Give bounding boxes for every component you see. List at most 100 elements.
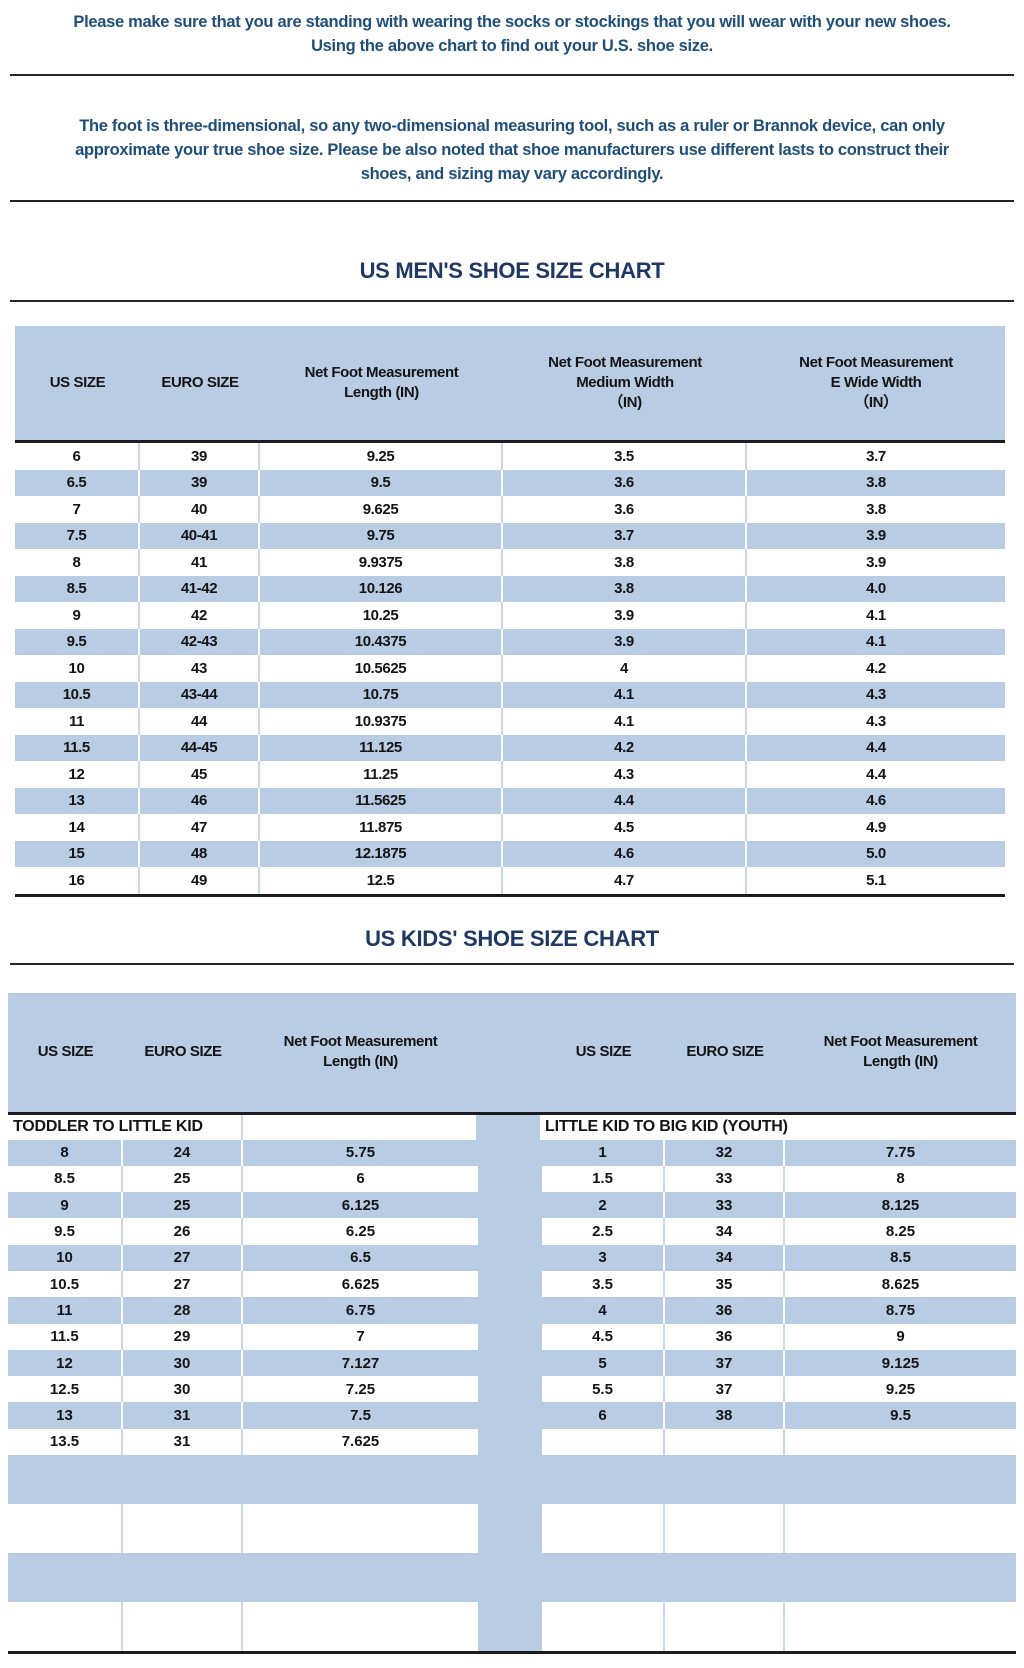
mens-table-cell: 7 [15,496,140,523]
mens-table-cell: 6 [15,443,140,470]
kids-table-cell: 31 [123,1428,243,1456]
table-gap-column [478,1428,542,1456]
table-gap-column [478,1244,542,1271]
kids-table-cell: 5 [542,1349,665,1377]
mens-table-row: 11.5 44-45 11.125 4.2 4.4 [15,734,1005,761]
mens-table-cell: 11.25 [260,761,503,788]
table-gap-column [478,1376,542,1403]
divider-rule [10,200,1014,202]
empty-cell [665,1504,785,1554]
mens-table-cell: 3.6 [503,496,747,523]
kids-table-cell: 34 [665,1244,785,1271]
kids-table-cell: 9.5 [890,1407,911,1425]
kids-table-cell: 38 [665,1402,785,1429]
table-gap-column [478,1402,542,1429]
kids-table-cell: 6.125 [341,1196,380,1214]
mens-table-cell: 5.0 [866,845,886,863]
mens-table-cell: 40-41 [140,522,260,549]
empty-row [8,1553,1016,1603]
mens-table-cell: 4.1 [503,708,747,735]
mens-table-cell: 3.9 [866,553,886,571]
mens-table-row: 14 47 11.875 4.5 4.9 [15,814,1005,841]
mens-table-cell: 39 [140,469,260,496]
mens-table-cell: 3.9 [503,602,747,629]
mens-table-cell: 47 [140,814,260,841]
empty-cell [542,1504,665,1554]
kids-table-header: US SIZE EURO SIZE Net Foot Measurement L… [8,992,1016,1112]
mens-table-row: 10.5 43-44 10.75 4.1 4.3 [15,681,1005,708]
mens-table-cell: 3.9 [503,628,747,655]
mens-table-cell: 9.75 [260,522,503,549]
mens-table-cell: 11.5625 [260,787,503,814]
mens-table-cell: 16 [15,867,140,894]
mens-table-cell: 10 [15,655,140,682]
kids-table-cell: 25 [123,1192,243,1219]
mens-table-cell: 9.25 [260,443,503,470]
kids-table-cell: 5.5 [542,1376,665,1403]
empty-cell [785,1602,1016,1651]
mens-table-cell: 40 [140,496,260,523]
mens-table-cell: 12.1875 [260,840,503,867]
mens-table-cell: 3.6 [503,469,747,496]
kids-table-cell: 34 [665,1218,785,1245]
section-label-youth: LITTLE KID TO BIG KID (YOUTH) [545,1118,788,1135]
kids-table-row: 13 31 7.5 6 38 9.5 [8,1402,1016,1429]
kids-table-cell: 2 [542,1192,665,1219]
mens-table-cell: 10.75 [260,681,503,708]
mens-table-cell: 4.0 [866,580,886,598]
note-disclaimer: The foot is three-dimensional, so any tw… [75,117,949,183]
mens-table-cell: 9 [15,602,140,629]
mens-table-cell: 3.7 [503,522,747,549]
mens-table-cell: 4.2 [503,734,747,761]
empty-cell [123,1602,243,1652]
kids-table-row: 12 30 7.127 5 37 9.125 [8,1349,1016,1377]
kids-table-cell: 30 [123,1376,243,1403]
kids-table-cell: 3 [542,1244,665,1271]
table-gap-column [478,1165,542,1193]
kids-table-cell: 12 [8,1349,123,1377]
mens-table-cell: 11.875 [260,814,503,841]
mens-table-row: 13 46 11.5625 4.4 4.6 [15,787,1005,814]
mens-table-cell: 48 [140,840,260,867]
mens-table-cell: 15 [15,840,140,867]
section-empty-cell [243,1115,476,1140]
kids-table-cell: 26 [123,1218,243,1245]
mens-table-row: 7.5 40-41 9.75 3.7 3.9 [15,522,1005,549]
kids-table-row: 9.5 26 6.25 2.5 34 8.25 [8,1218,1016,1245]
empty-cell [243,1602,478,1651]
mens-table-row: 15 48 12.1875 4.6 5.0 [15,840,1005,867]
kids-table-row: 8.5 25 6 1.5 33 8 [8,1165,1016,1193]
table-gap-column [478,1192,542,1219]
section-label-toddler: TODDLER TO LITTLE KID [8,1114,243,1140]
kids-table-cell: 1 [542,1139,665,1166]
empty-row [8,1455,1016,1505]
mens-table-cell: 11.5 [15,734,140,761]
kids-table-cell: 8.5 [8,1165,123,1193]
mens-table-cell: 8.5 [15,575,140,602]
table-gap-column [478,1349,542,1377]
table-gap-column [478,1139,542,1166]
mens-table-cell: 4.9 [866,818,886,836]
kids-chart-title: US KIDS' SHOE SIZE CHART [365,925,659,951]
mens-table-row: 9 42 10.25 3.9 4.1 [15,602,1005,629]
kids-section-row: TODDLER TO LITTLE KID LITTLE KID TO BIG … [8,1114,1016,1140]
kids-table-cell: 30 [123,1349,243,1377]
mens-table-cell: 9.5 [15,628,140,655]
column-header-euro-size: EURO SIZE [161,374,239,391]
table-gap-column [478,1270,542,1298]
mens-table-cell: 4.1 [866,606,886,624]
table-gap-column [478,1218,542,1245]
kids-table-cell: 7.75 [885,1144,916,1162]
mens-table-cell: 49 [140,867,260,894]
mens-table-cell: 3.8 [866,500,886,518]
mens-table-cell: 41 [140,549,260,576]
kids-table-cell: 29 [123,1323,243,1350]
mens-table-cell: 5.1 [866,871,886,889]
kids-table-cell: 5.75 [345,1144,376,1162]
mens-table-cell: 8 [15,549,140,576]
kids-table-row: 10.5 27 6.625 3.5 35 8.625 [8,1270,1016,1298]
mens-table-cell: 3.8 [866,474,886,492]
mens-table-cell: 10.5625 [260,655,503,682]
mens-table-cell: 7.5 [15,522,140,549]
kids-table-row: 10 27 6.5 3 34 8.5 [8,1244,1016,1271]
